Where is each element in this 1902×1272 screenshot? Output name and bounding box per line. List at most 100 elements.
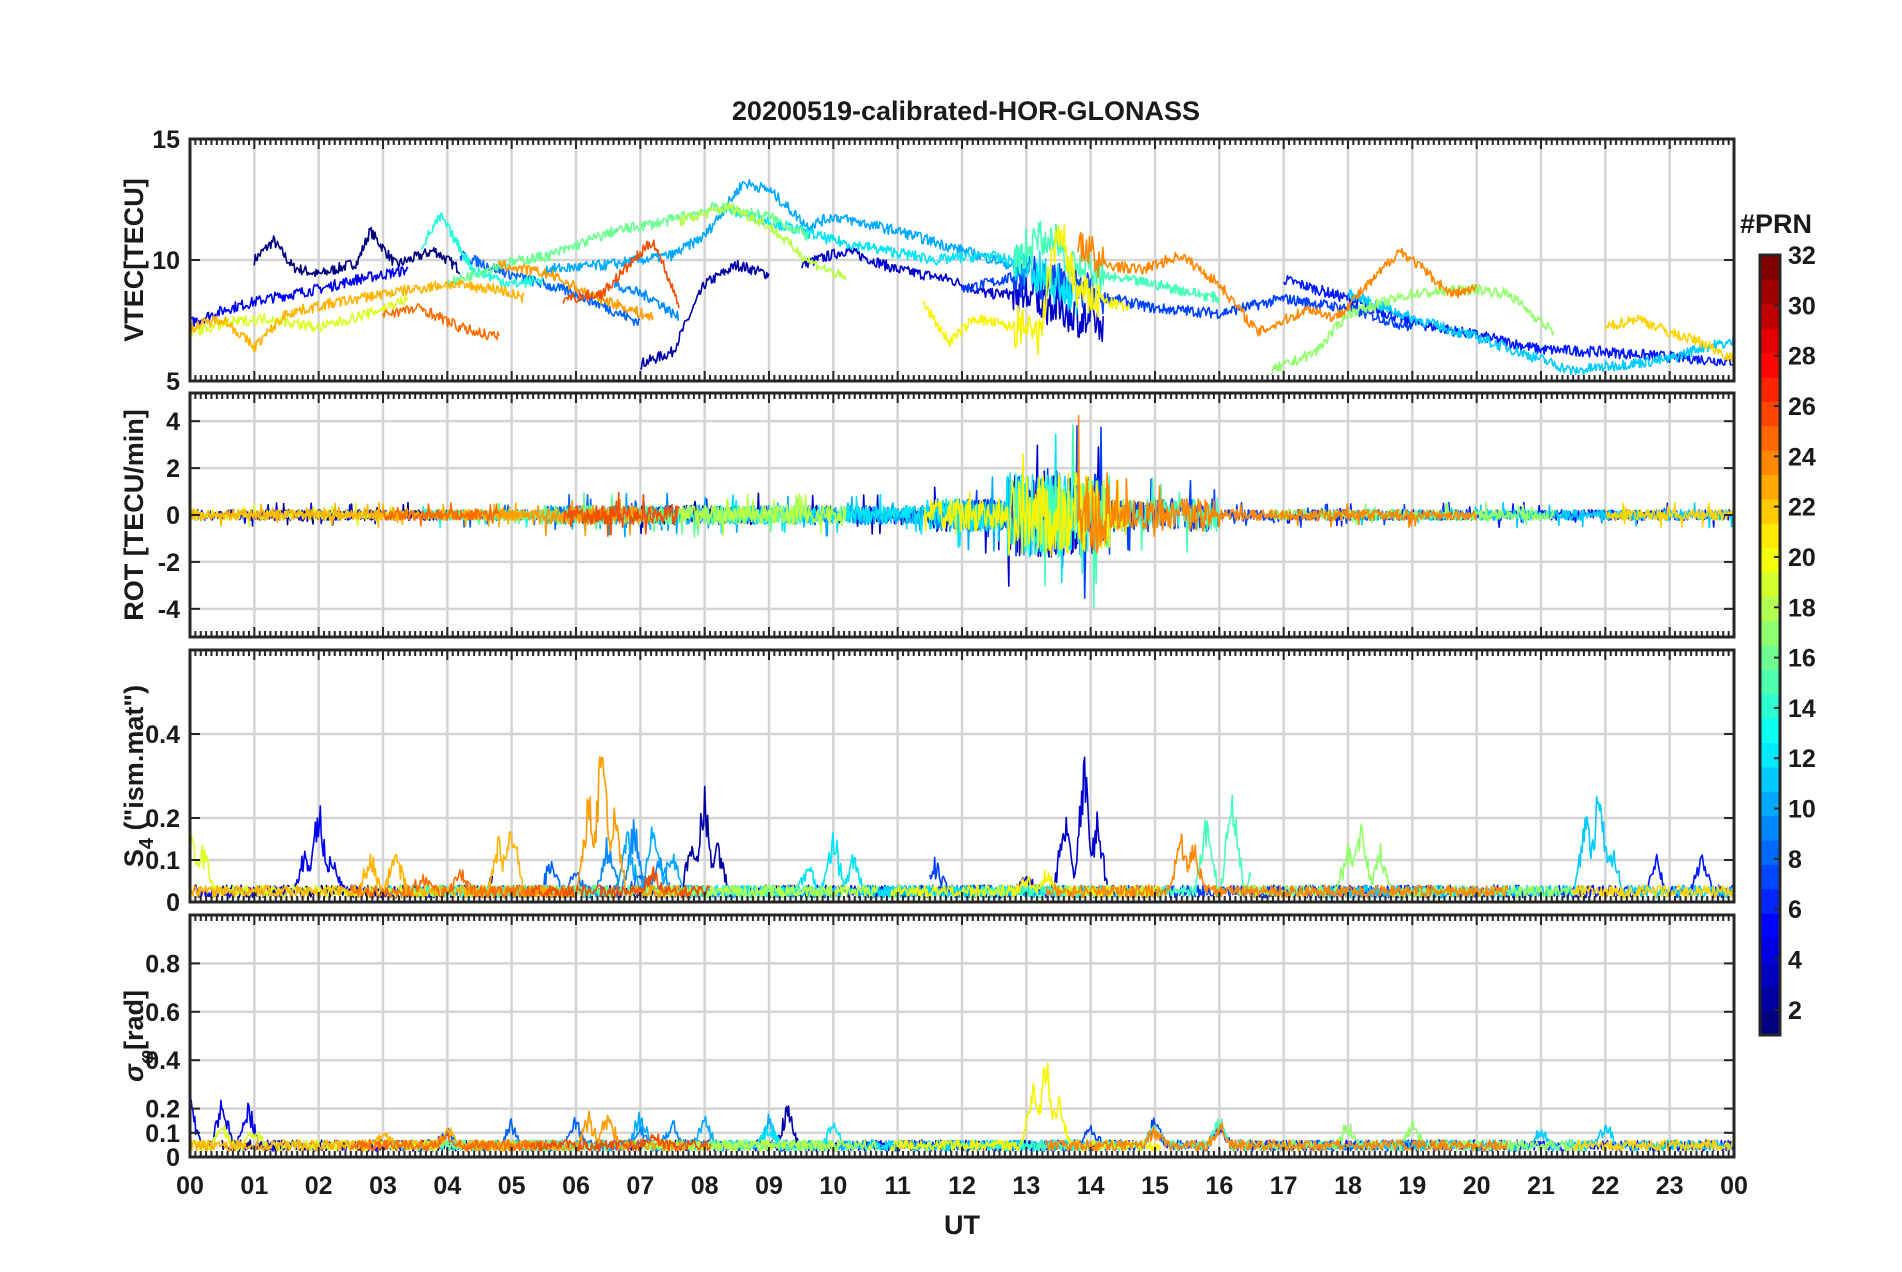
traces [189,414,1735,609]
series-line-prn-19 [1604,501,1735,529]
colorbar-segment [1760,718,1780,744]
x-axis-label: UT [944,1210,980,1240]
colorbar-segment [1760,547,1780,573]
series-line-prn-16 [646,1139,878,1152]
colorbar-segment [1760,596,1780,622]
y-tick-label: 0.1 [145,1120,180,1148]
panel-s4: 00.10.20.4S4 ("ism.mat") [119,648,1736,917]
colorbar-segment [1760,937,1780,963]
x-tick-label: 08 [691,1172,719,1200]
x-tick-label: 03 [369,1172,397,1200]
x-tick-label: 16 [1205,1172,1233,1200]
y-axis-label: ROT [TECU/min] [119,409,149,620]
series-line-prn-1 [253,226,461,278]
panel-rot: -4 -2 0 2 4 ROT [TECU/min] [119,391,1736,639]
colorbar-tick-label: 6 [1788,896,1802,924]
x-tick-label: 12 [948,1172,976,1200]
colorbar-tick-label: 12 [1788,745,1816,773]
series-line-prn-8 [613,278,680,321]
colorbar-segment [1760,523,1780,549]
axes-frame [188,137,1736,383]
series-line-prn-16 [678,493,847,537]
y-tick-label: 0 [166,1144,180,1172]
y-axis-label: σφ[rad] [119,990,158,1082]
colorbar-tick-label: 8 [1788,846,1802,874]
x-tick-label: 13 [1012,1172,1040,1200]
y-axis-label-main: σ [119,1063,149,1082]
colorbar-segment [1760,255,1780,280]
y-tick-label: 0.8 [145,950,180,978]
x-tick-label: 06 [562,1172,590,1200]
colorbar-tick-label: 22 [1788,494,1816,522]
series-line-prn-4 [189,265,409,328]
y-tick-label: 0.2 [145,805,180,833]
x-tick-label: 11 [884,1172,911,1200]
series-line-prn-22 [1077,231,1478,337]
colorbar-segment [1760,986,1780,1012]
colorbar-segment [1760,571,1780,597]
x-tick-label: 20 [1463,1172,1491,1200]
colorbar-tick-label: 30 [1788,292,1816,320]
y-tick-label: 0.4 [145,1047,180,1075]
colorbar-segment [1760,1010,1780,1036]
chart-title: 20200519-calibrated-HOR-GLONASS [732,96,1200,126]
series-line-prn-20 [189,501,525,528]
colorbar-title: #PRN [1740,209,1812,239]
series-line-prn-23 [350,869,531,899]
x-tick-label: 10 [819,1172,847,1200]
colorbar-segment [1760,840,1780,865]
grid [190,650,1734,902]
x-tick-label: 02 [305,1172,333,1200]
y-tick-label: 0.4 [145,721,180,749]
colorbar-tick-label: 24 [1788,443,1816,471]
series-line-prn-22 [1045,833,1509,899]
grid [190,915,1734,1157]
y-tick-label: 0 [166,502,180,530]
colorbar-segment [1760,815,1780,841]
colorbar-segment [1760,279,1780,305]
series-line-prn-15 [1270,283,1555,375]
y-axis-label-sub: 4 [136,837,158,849]
colorbar-tick-label: 4 [1788,947,1802,975]
series-line-prn-24 [562,239,680,309]
y-tick-label: 0.1 [145,847,180,875]
x-tick-label: 15 [1141,1172,1169,1200]
grid [190,139,1734,381]
colorbar-segment [1760,888,1780,914]
minor-ticks [189,915,1735,1158]
panel-sigphi: 00.10.2 0.4 0.6 0.8 σφ[rad] 00 01 02 03 04 05 06 07 0… [119,913,1748,1240]
y-tick-label: 15 [152,126,180,154]
x-tick-label: 19 [1398,1172,1426,1200]
series-line-prn-21 [498,260,654,321]
y-tick-label: -2 [158,549,180,577]
y-tick-label: 10 [152,247,180,275]
y-axis-label: VTEC[TECU] [119,178,149,342]
x-tick-label: 21 [1527,1172,1555,1200]
x-tick-label: 01 [240,1172,268,1200]
colorbar-tick-label: 16 [1788,645,1816,673]
series-line-prn-10 [1347,289,1734,376]
y-tick-label: 5 [166,368,180,396]
series-line-prn-20 [189,279,525,352]
series-line-prn-18 [922,223,1130,356]
series-line-prn-22 [1077,414,1477,554]
series-line-prn-19 [1604,314,1735,363]
series-line-prn-22 [1044,1122,1509,1152]
colorbar-segment [1760,742,1780,768]
x-tick-label: 00 [176,1172,204,1200]
colorbar-segment [1760,620,1780,646]
series-line-prn-19 [1572,884,1735,899]
series-line-prn-14 [446,201,809,288]
traces [189,1062,1735,1152]
colorbar-tick-label: 20 [1788,544,1816,572]
y-axis-label-rest: [rad] [119,990,149,1050]
series-line-prn-17 [189,294,409,338]
colorbar-segment [1760,376,1780,402]
y-axis-label-rest: ("ism.mat") [119,685,149,838]
series-line-prn-13 [980,1118,1252,1152]
y-tick-label: 0.2 [145,1096,180,1124]
colorbar-segment [1760,401,1780,427]
x-tick-label: 05 [498,1172,526,1200]
colorbar-segment [1760,303,1780,329]
